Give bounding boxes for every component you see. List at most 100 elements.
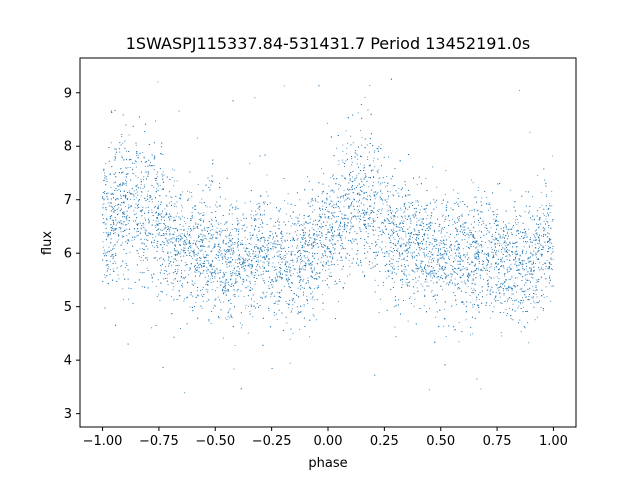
data-point [359, 226, 361, 229]
data-point [374, 198, 376, 200]
data-point [390, 250, 393, 252]
data-point [202, 287, 204, 289]
data-point [362, 198, 364, 200]
data-point [259, 267, 261, 269]
data-point [221, 259, 224, 261]
data-point [265, 252, 267, 255]
data-point [195, 223, 197, 225]
data-point [153, 165, 155, 167]
data-point [366, 195, 368, 197]
data-point [337, 226, 339, 228]
data-point [344, 228, 346, 230]
data-point [122, 299, 124, 301]
data-point [279, 276, 281, 278]
data-point [392, 231, 394, 233]
data-point [514, 252, 516, 254]
data-point [268, 310, 270, 312]
data-point [490, 247, 493, 249]
data-point [312, 246, 314, 248]
data-point [235, 259, 237, 261]
data-point [127, 214, 129, 217]
data-point [478, 245, 480, 247]
data-point [363, 209, 365, 212]
data-point [473, 245, 475, 247]
data-point [508, 278, 510, 280]
data-point [235, 261, 237, 263]
data-point [406, 252, 408, 254]
data-point [425, 207, 428, 209]
data-point [542, 213, 544, 215]
data-point [112, 268, 114, 270]
data-point [482, 260, 484, 262]
data-point [506, 248, 508, 250]
data-point [157, 279, 159, 281]
data-point [286, 232, 288, 234]
data-point [432, 237, 434, 239]
data-point [120, 196, 122, 198]
data-point [507, 267, 509, 269]
data-point [516, 277, 518, 279]
data-point [188, 253, 190, 255]
data-point [211, 278, 214, 280]
data-point [445, 283, 447, 285]
data-point [527, 271, 529, 273]
data-point [403, 205, 405, 207]
data-point [182, 277, 184, 279]
data-point [189, 230, 191, 232]
data-point [214, 276, 216, 278]
data-point [283, 259, 285, 261]
data-point [120, 194, 122, 196]
data-point [532, 296, 535, 298]
data-point [470, 223, 472, 225]
data-point [552, 248, 554, 250]
data-point [440, 228, 443, 230]
data-point [551, 155, 553, 157]
data-point [258, 265, 261, 268]
data-point [390, 211, 392, 213]
data-point [503, 294, 505, 296]
data-point [401, 243, 403, 245]
data-point [494, 253, 497, 255]
data-point [272, 257, 274, 259]
data-point [223, 289, 225, 292]
data-point [279, 270, 281, 272]
data-point [539, 206, 541, 209]
data-point [312, 204, 314, 206]
data-point [316, 236, 318, 238]
data-point [114, 232, 116, 234]
data-point [537, 242, 539, 244]
data-point [181, 191, 184, 193]
data-point [441, 215, 443, 217]
data-point [104, 249, 106, 251]
data-point [160, 222, 162, 225]
data-point [493, 298, 496, 300]
data-point [472, 182, 474, 184]
data-point [494, 246, 496, 248]
data-point [281, 233, 283, 235]
data-point [192, 225, 195, 227]
data-point [495, 292, 497, 294]
data-point [121, 136, 123, 138]
data-point [496, 276, 498, 278]
data-point [365, 174, 367, 176]
data-point [314, 277, 316, 280]
data-point [194, 282, 196, 284]
data-point [482, 270, 484, 272]
data-point [182, 241, 184, 243]
data-point [391, 218, 393, 220]
data-point [234, 272, 236, 275]
data-point [175, 215, 177, 217]
data-point [552, 258, 554, 261]
data-point [523, 241, 525, 243]
data-point [420, 271, 423, 273]
data-point [551, 220, 553, 222]
data-point [291, 217, 293, 219]
data-point [521, 290, 523, 292]
data-point [162, 154, 164, 156]
data-point [210, 230, 212, 232]
data-point [314, 241, 316, 243]
data-point [232, 243, 234, 245]
data-point [118, 278, 120, 280]
data-point [148, 172, 150, 174]
data-point [249, 232, 251, 234]
